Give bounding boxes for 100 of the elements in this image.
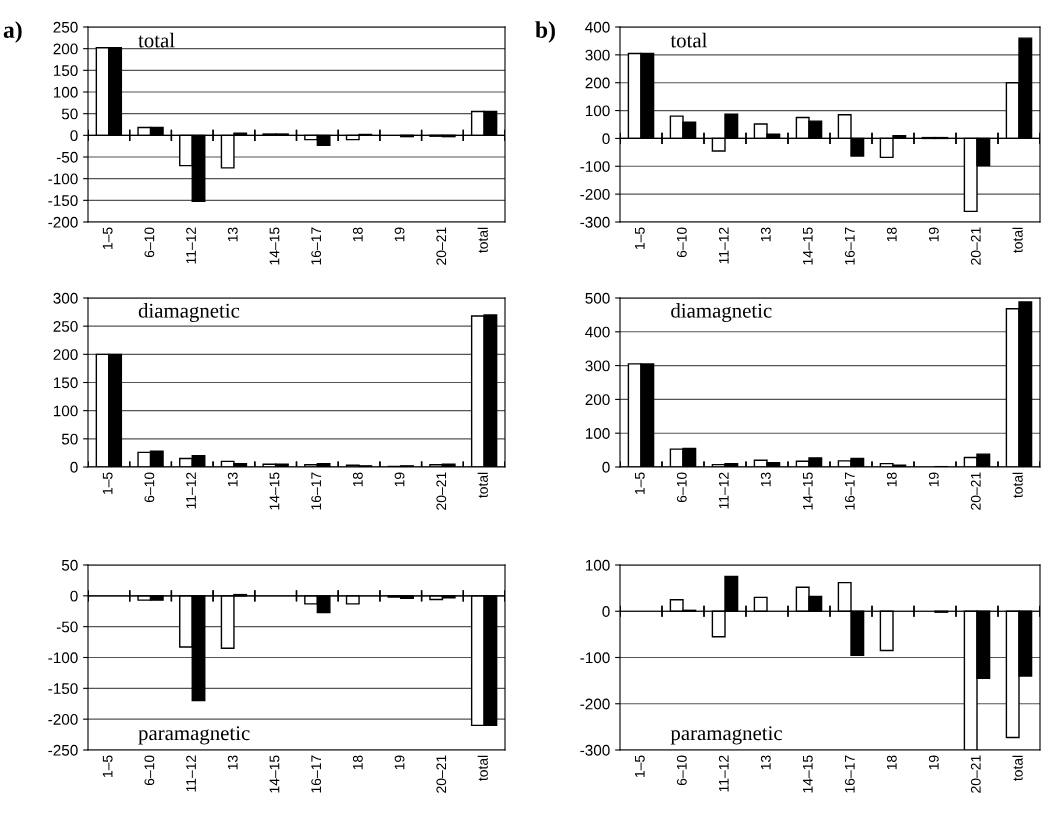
y-tick-label: -150 — [48, 683, 78, 695]
x-tick-label: 19 — [394, 227, 405, 242]
y-tick-label: 50 — [61, 433, 78, 445]
y-tick-label: 300 — [53, 292, 78, 304]
y-tick-label: -100 — [48, 652, 78, 664]
x-tick-label: 20–21 — [436, 227, 447, 265]
text: paramagnetic — [138, 726, 250, 745]
x-tick-label: 16–17 — [311, 227, 322, 265]
y-tick-label: 200 — [53, 349, 78, 361]
y-tick-label: 100 — [585, 428, 610, 439]
y-tick-label: -200 — [580, 698, 610, 710]
text: b) — [535, 21, 555, 43]
y-tick-label: 100 — [585, 559, 610, 571]
x-tick-label: 19 — [394, 472, 405, 487]
x-tick-label: 18 — [886, 227, 897, 242]
x-tick-label: 13 — [227, 755, 238, 770]
x-tick-label: total — [477, 227, 488, 253]
y-tick-label: -50 — [56, 621, 78, 633]
chart-title: total — [670, 32, 708, 48]
x-tick-label: 18 — [352, 227, 363, 242]
x-tick-label: 16–17 — [311, 755, 322, 793]
x-tick-label: 13 — [227, 227, 238, 242]
x-tick-label: 11–12 — [186, 755, 196, 792]
x-tick-label: 6–10 — [144, 755, 155, 786]
x-tick-label: 20–21 — [970, 472, 981, 510]
x-tick-label: 14–15 — [269, 755, 280, 793]
x-tick-label: 13 — [227, 472, 238, 487]
x-tick-label: total — [477, 755, 488, 781]
y-tick-label: -100 — [580, 161, 610, 172]
y-tick-label: -50 — [56, 151, 78, 163]
y-tick-label: 0 — [602, 606, 610, 617]
x-tick-label: 18 — [886, 755, 897, 770]
x-tick-label: 6–10 — [676, 227, 687, 258]
x-tick-label: total — [1012, 472, 1023, 498]
x-tick-label: 18 — [886, 472, 897, 487]
x-tick-label: 19 — [928, 755, 939, 770]
x-tick-label: total — [1012, 227, 1023, 253]
x-tick-label: 1–5 — [102, 755, 113, 777]
x-tick-label: 18 — [352, 472, 363, 487]
chart-title: diamagnetic — [138, 303, 240, 323]
x-tick-label: 11–12 — [718, 755, 729, 792]
y-tick-label: -100 — [48, 173, 78, 185]
x-tick-label: 11–12 — [718, 472, 729, 509]
y-tick-label: 100 — [585, 105, 610, 117]
x-tick-label: 1–5 — [635, 472, 645, 494]
y-tick-label: 0 — [70, 130, 78, 142]
y-tick-label: 250 — [53, 21, 78, 33]
text: paramagnetic — [670, 726, 782, 745]
x-tick-label: 16–17 — [844, 227, 855, 265]
y-tick-label: -250 — [48, 744, 78, 756]
y-tick-label: -150 — [48, 195, 78, 207]
x-tick-label: 6–10 — [144, 227, 155, 258]
y-tick-label: -200 — [580, 189, 610, 200]
x-tick-label: 1–5 — [102, 227, 113, 249]
y-tick-label: 400 — [585, 21, 610, 33]
x-tick-label: 20–21 — [970, 227, 981, 265]
x-tick-label: 1–5 — [635, 755, 645, 777]
y-tick-label: 0 — [602, 461, 610, 473]
y-tick-label: 150 — [53, 377, 78, 389]
x-tick-label: 14–15 — [803, 472, 813, 510]
y-tick-label: -300 — [580, 216, 610, 228]
x-tick-label: total — [1012, 755, 1023, 781]
x-tick-label: 11–12 — [186, 472, 196, 509]
y-tick-label: -200 — [48, 714, 78, 725]
y-tick-label: 200 — [585, 394, 610, 406]
y-tick-label: 250 — [53, 321, 78, 332]
y-tick-label: -300 — [580, 744, 610, 756]
x-tick-label: 20–21 — [970, 755, 981, 793]
x-tick-label: 14–15 — [269, 227, 280, 265]
x-tick-label: 20–21 — [436, 472, 447, 510]
y-tick-label: 0 — [70, 461, 78, 473]
y-tick-label: 300 — [585, 360, 610, 372]
x-tick-label: 1–5 — [635, 227, 645, 249]
x-tick-label: 16–17 — [844, 755, 855, 793]
chart-title: total — [138, 32, 175, 48]
x-tick-label: 13 — [760, 227, 771, 242]
x-tick-label: 6–10 — [676, 755, 687, 786]
y-tick-label: 150 — [53, 65, 78, 77]
x-tick-label: 19 — [394, 755, 405, 770]
x-tick-label: 19 — [928, 472, 939, 487]
chart-title: diamagnetic — [671, 303, 772, 323]
x-tick-label: 14–15 — [269, 472, 280, 510]
x-tick-label: 11–12 — [718, 227, 729, 264]
x-tick-label: 20–21 — [436, 755, 447, 793]
x-tick-label: 19 — [928, 227, 939, 242]
x-tick-label: 14–15 — [803, 227, 813, 265]
x-tick-label: 14–15 — [803, 755, 813, 793]
y-tick-label: 200 — [53, 43, 78, 55]
y-tick-label: 500 — [585, 292, 610, 304]
y-tick-label: 400 — [585, 326, 610, 338]
y-tick-label: 50 — [61, 108, 78, 120]
y-tick-label: 100 — [53, 405, 78, 417]
y-tick-label: 0 — [70, 590, 78, 602]
x-tick-label: 11–12 — [186, 227, 196, 264]
y-tick-label: 300 — [585, 49, 610, 61]
x-tick-label: 6–10 — [144, 472, 155, 503]
y-tick-label: 200 — [585, 77, 610, 89]
text: a) — [3, 21, 22, 43]
y-tick-label: -100 — [580, 652, 610, 664]
x-tick-label: 6–10 — [676, 472, 687, 503]
